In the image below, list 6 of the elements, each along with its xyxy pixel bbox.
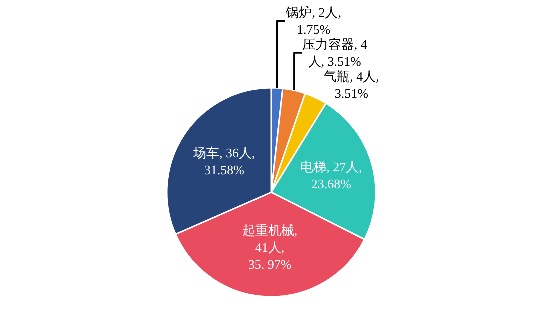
slice-label: 场车, 36人, 31.58% [192,145,256,178]
slice-label: 锅炉, 2人, 1.75% [285,5,342,38]
slice-label: 起重机械, 41人, 35. 97% [242,222,298,272]
slice-label: 电梯, 27人, 23.68% [300,160,362,192]
slice-label: 气瓶, 4人, 3.51% [324,69,380,101]
slice-label: 压力容器, 4 人, 3.51% [302,37,368,69]
